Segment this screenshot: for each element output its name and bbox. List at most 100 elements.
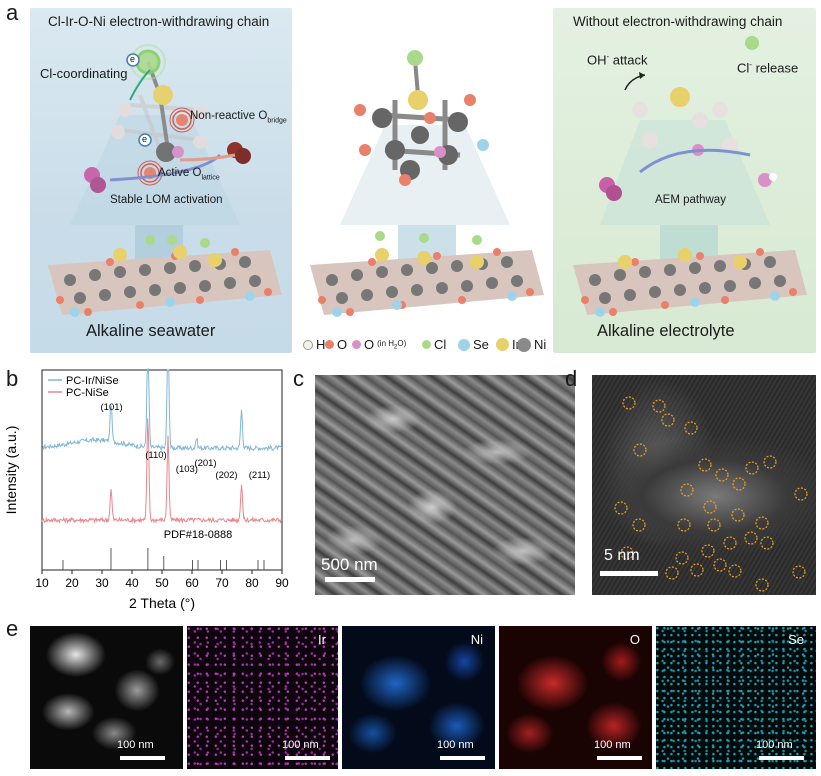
x-tick-label-6: 60 <box>185 576 199 590</box>
hrtem-scale-label: 5 nm <box>604 547 640 564</box>
xrd-chart: 10 20 30 40 50 60 70 80 90 2 Theta (°) Intensity (… <box>3 368 289 611</box>
haadf-scale-label: 100 nm <box>117 739 154 751</box>
peak-label-4: (201) <box>194 458 216 469</box>
o-atom-icon <box>325 340 334 349</box>
right-slab <box>573 248 807 317</box>
legend-h-label: H <box>316 337 326 352</box>
legend-o-water: O (in H2O) <box>352 337 406 352</box>
legend-ow-sub-b: 2 <box>394 344 398 351</box>
sem-image: 500 nm <box>315 375 575 595</box>
o-scale-bar <box>597 756 642 760</box>
legend-h: H <box>303 337 325 352</box>
oh-attack-label: OH- attack <box>587 52 647 67</box>
legend-ni: Ni <box>517 337 546 352</box>
legend-cl-label: Cl <box>434 337 447 352</box>
middle-slab <box>310 231 544 317</box>
cl-release-label: Cl- release <box>737 60 798 75</box>
panel-e-letter: e <box>6 616 19 641</box>
legend-ow-sub-a: (in H <box>377 338 395 348</box>
active-sub: lattice <box>201 174 220 182</box>
left-caption: Alkaline seawater <box>86 322 216 340</box>
legend-label-2: PC-NiSe <box>66 387 109 399</box>
haadf-scale-bar <box>120 756 165 760</box>
cl-atom-icon <box>422 340 431 349</box>
panel-a-letter: a <box>6 0 19 25</box>
se-scale-bar <box>759 756 804 760</box>
o-scale-label: 100 nm <box>594 739 631 751</box>
electron-label-1: e <box>130 54 136 64</box>
legend-ni-label: Ni <box>534 337 547 352</box>
panel-d-letter: d <box>565 366 578 391</box>
ni-map: Ni 100 nm <box>342 626 495 769</box>
o-map-label: O <box>629 632 640 647</box>
ni-atom-icon <box>517 337 531 352</box>
sem-scale-label: 500 nm <box>321 555 378 574</box>
hrtem-scale-bar <box>600 571 658 576</box>
x-tick-label-1: 10 <box>35 576 49 590</box>
legend-o: O <box>325 337 347 352</box>
legend-cl: Cl <box>422 337 446 352</box>
ni-scale-label: 100 nm <box>437 739 474 751</box>
cl-sup: - <box>749 60 752 69</box>
legend-se-label: Se <box>473 337 489 352</box>
o-water-atom-icon <box>352 340 361 349</box>
h-atom-icon <box>303 339 313 350</box>
nonreactive-sub: bridge <box>267 117 287 125</box>
x-tick-label-9: 90 <box>275 576 289 590</box>
peak-label-3: (103) <box>176 464 198 475</box>
legend-ir: Ir <box>496 337 520 352</box>
se-scale-label: 100 nm <box>756 739 793 751</box>
left-slab <box>48 235 282 317</box>
ir-atom-icon <box>496 338 509 351</box>
oh-sup: - <box>606 52 610 61</box>
series-line-2 <box>41 418 283 525</box>
active-text: Active O <box>158 167 202 179</box>
electron-label-2: e <box>142 134 148 144</box>
ir-map: Ir 100 nm <box>187 626 338 769</box>
plot-frame <box>41 369 283 571</box>
nonreactive-text: Non-reactive O <box>190 110 268 122</box>
x-tick-label-3: 30 <box>95 576 109 590</box>
peak-label-1: (101) <box>101 402 123 413</box>
panel-b-letter: b <box>6 366 19 391</box>
right-caption: Alkaline electrolyte <box>597 322 735 340</box>
left-molecule <box>84 44 251 193</box>
legend-ow-sub: (in H2O) <box>377 339 406 351</box>
ir-map-label: Ir <box>318 632 326 647</box>
panel-a-left-title: Cl-Ir-O-Ni electron-withdrawing chain <box>48 14 270 29</box>
pdf-label: PDF#18-0888 <box>164 529 233 541</box>
peak-label-5: (202) <box>215 470 237 481</box>
ir-scale-label: 100 nm <box>282 739 319 751</box>
oh-rest: attack <box>609 52 648 68</box>
se-map: Se 100 nm <box>656 626 816 769</box>
panel-a-illustration <box>48 36 807 317</box>
legend-ow-sub-c: O) <box>397 338 407 348</box>
ni-map-label: Ni <box>470 632 483 647</box>
middle-molecule <box>354 50 489 186</box>
legend-se: Se <box>458 337 489 352</box>
stable-lom-label: Stable LOM activation <box>110 194 223 206</box>
cl-coordinating-label: Cl-coordinating <box>40 66 128 81</box>
panel-a-right-title: Without electron-withdrawing chain <box>573 14 783 29</box>
active-label: Active Olattice <box>158 167 220 181</box>
peak-label-6: (211) <box>249 470 270 481</box>
se-map-label: Se <box>788 632 804 647</box>
legend-ow-label: O <box>364 337 375 352</box>
legend-label-1: PC-Ir/NiSe <box>66 375 119 387</box>
x-axis-label: 2 Theta (°) <box>129 595 195 611</box>
x-tick-label-7: 70 <box>215 576 229 590</box>
ni-scale-bar <box>440 756 485 760</box>
aem-label: AEM pathway <box>655 194 726 206</box>
series-line-1 <box>41 368 283 452</box>
panel-c-letter: c <box>293 366 304 391</box>
right-molecule <box>599 36 777 201</box>
atom-markers <box>614 396 808 592</box>
nonreactive-label: Non-reactive Obridge <box>190 110 287 124</box>
ir-scale-bar <box>285 756 330 760</box>
y-axis-label: Intensity (a.u.) <box>3 426 19 515</box>
o-map: O 100 nm <box>499 626 652 769</box>
hrtem-image: 5 nm <box>592 375 816 595</box>
legend-ir-label: Ir <box>512 337 520 352</box>
oh-text: OH <box>587 52 607 68</box>
cl-rest: release <box>751 60 799 76</box>
